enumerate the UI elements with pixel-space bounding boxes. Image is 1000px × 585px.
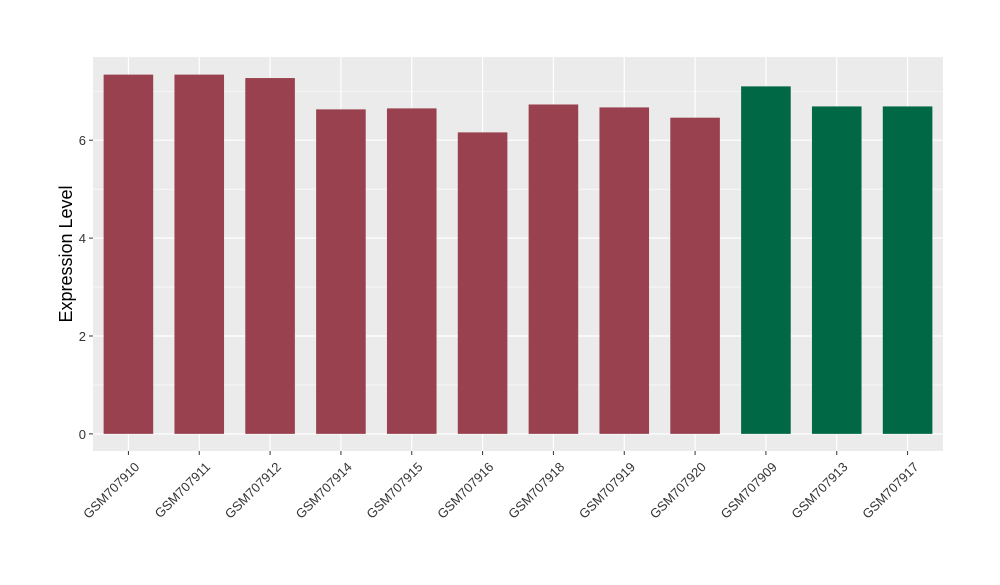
plot-panel [93,57,943,451]
bar-gsm707918 [528,104,579,434]
x-tick-label: GSM707914 [293,459,355,521]
bar-gsm707911 [174,74,225,434]
bars [103,74,933,434]
bar-gsm707909 [741,86,791,434]
x-tick-label: GSM707915 [363,459,425,521]
y-tick-label: 2 [79,329,86,344]
y-axis-ticks: 0 2 4 6 [79,133,93,442]
x-tick-label: GSM707912 [222,459,284,521]
bar-gsm707919 [599,107,650,434]
x-tick-label: GSM707920 [647,459,709,521]
x-tick-label: GSM707909 [718,459,780,521]
y-axis-label: Expression Level [56,185,76,322]
bar-gsm707916 [457,132,508,434]
bar-gsm707912 [245,78,295,434]
bar-gsm707920 [670,117,720,434]
x-tick-label: GSM707917 [859,459,921,521]
bar-gsm707914 [316,109,366,434]
x-tick-label: GSM707911 [152,459,214,521]
x-tick-label: GSM707918 [505,459,567,521]
y-tick-label: 0 [79,427,86,442]
x-tick-label: GSM707919 [576,459,638,521]
minor-gridlines [93,90,943,386]
bar-gsm707917 [882,106,933,434]
x-tick-label: GSM707913 [788,459,850,521]
bar-gsm707913 [811,106,862,434]
y-tick-label: 6 [79,133,86,148]
bar-gsm707910 [103,74,154,434]
x-axis-ticks: GSM707910 GSM707911 GSM707912 GSM707914 GSM7… [80,451,921,522]
y-tick-label: 4 [79,231,86,246]
x-tick-label: GSM707910 [80,459,142,521]
bar-gsm707915 [386,108,437,434]
x-tick-label: GSM707916 [434,459,496,521]
